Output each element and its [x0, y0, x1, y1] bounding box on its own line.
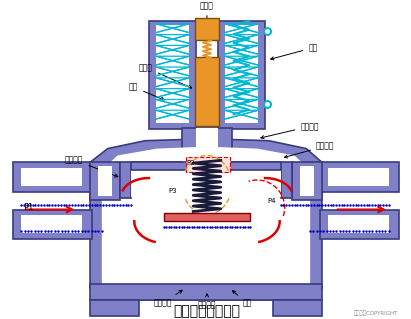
Bar: [164, 213, 250, 221]
Text: 守阀阀座: 守阀阀座: [261, 122, 319, 139]
Text: 动铁心: 动铁心: [139, 63, 192, 88]
Text: 主阀阀座: 主阀阀座: [153, 290, 182, 308]
Text: 线圈: 线圈: [129, 83, 164, 100]
Bar: [156, 25, 189, 123]
Bar: [328, 215, 389, 233]
Bar: [14, 210, 92, 239]
Text: P2: P2: [186, 160, 195, 166]
Bar: [90, 162, 120, 200]
Bar: [90, 284, 322, 300]
Text: 平衡孔道: 平衡孔道: [65, 155, 118, 177]
Text: 定铁心: 定铁心: [200, 1, 214, 24]
Text: 管道联系式电磁阀: 管道联系式电磁阀: [173, 304, 240, 318]
Bar: [320, 162, 399, 192]
Bar: [320, 210, 399, 239]
Text: P1: P1: [23, 203, 34, 212]
Polygon shape: [90, 139, 322, 300]
Bar: [328, 168, 389, 186]
Text: P4: P4: [267, 198, 275, 204]
Text: 泄压孔道: 泄压孔道: [284, 142, 335, 158]
Bar: [21, 215, 82, 233]
Bar: [196, 162, 216, 170]
Bar: [131, 162, 281, 170]
Bar: [182, 128, 231, 155]
Bar: [225, 25, 258, 123]
Polygon shape: [231, 162, 293, 198]
Bar: [90, 300, 139, 315]
Bar: [300, 166, 314, 196]
Bar: [196, 128, 218, 155]
Bar: [149, 21, 196, 129]
Bar: [21, 168, 82, 186]
Polygon shape: [120, 162, 182, 198]
Bar: [218, 21, 265, 129]
Polygon shape: [186, 158, 230, 172]
Text: 弹簧: 弹簧: [271, 43, 317, 60]
Text: 主阀阀芯: 主阀阀芯: [198, 294, 216, 310]
Bar: [195, 57, 219, 126]
Polygon shape: [102, 147, 310, 286]
Bar: [293, 162, 322, 200]
Bar: [98, 166, 112, 196]
Bar: [14, 162, 92, 192]
Text: 东方仿真COPYRIGHT: 东方仿真COPYRIGHT: [354, 311, 399, 316]
Bar: [231, 162, 281, 197]
Text: 膜片: 膜片: [233, 291, 252, 308]
Text: P3: P3: [169, 188, 177, 194]
Bar: [273, 300, 322, 315]
Bar: [195, 18, 219, 40]
Bar: [131, 162, 182, 197]
